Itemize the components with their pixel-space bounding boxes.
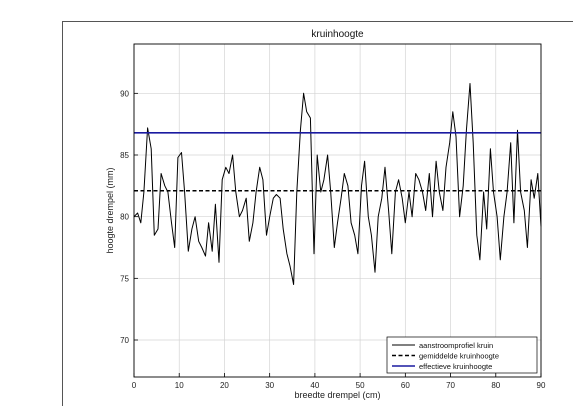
chart: kruinhoogte breedte drempel (cm) hoogte … xyxy=(105,29,546,400)
x-tick-label: 30 xyxy=(265,381,274,390)
x-tick-label: 70 xyxy=(446,381,455,390)
chart-title: kruinhoogte xyxy=(311,29,364,40)
x-tick-label: 90 xyxy=(537,381,546,390)
axes-box xyxy=(133,43,542,378)
x-axis-label: breedte drempel (cm) xyxy=(294,390,380,400)
y-tick-label: 90 xyxy=(120,89,129,98)
figure-frame: kruinhoogte breedte drempel (cm) hoogte … xyxy=(62,21,573,406)
x-tick-label: 20 xyxy=(220,381,229,390)
legend-label-gemiddelde-kruinhoogte: gemiddelde kruinhoogte xyxy=(419,351,499,360)
legend-label-aanstroomprofiel-kruin: aanstroomprofiel kruin xyxy=(419,341,493,350)
x-tick-label: 40 xyxy=(310,381,319,390)
x-tick-label: 50 xyxy=(356,381,365,390)
y-tick-label: 75 xyxy=(120,274,129,283)
x-tick-label: 0 xyxy=(132,381,137,390)
y-tick-label: 70 xyxy=(120,336,129,345)
plot-area xyxy=(134,44,541,377)
x-tick-label: 10 xyxy=(175,381,184,390)
y-tick-label: 85 xyxy=(120,151,129,160)
legend-label-effectieve-kruinhoogte: effectieve kruinhoogte xyxy=(419,362,492,371)
x-tick-label: 80 xyxy=(491,381,500,390)
series-line-aanstroomprofiel-kruin xyxy=(133,83,542,285)
y-axis-label: hoogte drempel (mm) xyxy=(105,167,115,253)
x-tick-label: 60 xyxy=(401,381,410,390)
y-tick-label: 80 xyxy=(120,213,129,222)
